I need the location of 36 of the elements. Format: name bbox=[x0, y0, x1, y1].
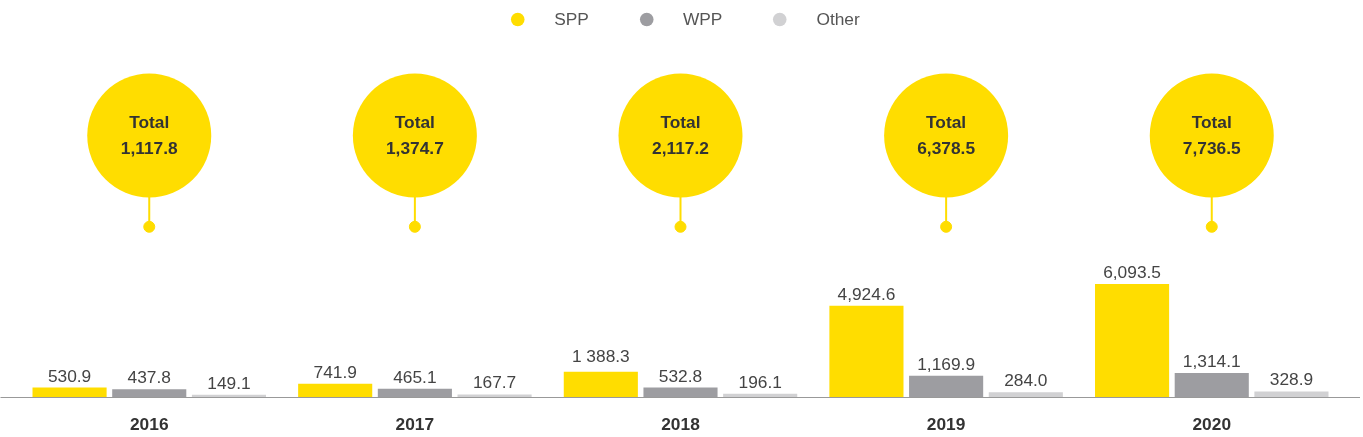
text: Total 7,736.5 bbox=[1182, 112, 1242, 159]
data-label: 1,169.9 bbox=[917, 353, 976, 374]
legend-label: WPP bbox=[682, 8, 723, 30]
bar bbox=[988, 392, 1063, 398]
bar bbox=[298, 383, 373, 398]
legend-label: Other bbox=[816, 8, 860, 30]
text: Total 1,374.7 bbox=[385, 112, 444, 159]
data-label: 328.9 bbox=[1269, 369, 1314, 390]
data-label: 149.1 bbox=[207, 372, 251, 393]
data-label: 284.0 bbox=[1004, 370, 1048, 391]
bar bbox=[1095, 284, 1170, 398]
data-label: 4,924.6 bbox=[837, 283, 896, 304]
data-label: 741.9 bbox=[313, 361, 357, 382]
bar bbox=[457, 394, 532, 398]
bar bbox=[1254, 391, 1329, 398]
x-tick-label: 2018 bbox=[661, 413, 701, 434]
bar bbox=[32, 387, 107, 398]
text: Total 2,117.2 bbox=[652, 112, 709, 159]
bar bbox=[563, 371, 638, 398]
text: Total 6,378.5 bbox=[917, 112, 976, 159]
x-tick-label: 2020 bbox=[1192, 413, 1232, 434]
x-tick-label: 2019 bbox=[926, 413, 966, 434]
text: Total 1,117.8 bbox=[120, 112, 179, 159]
data-label: 6,093.5 bbox=[1103, 262, 1161, 283]
data-label: 196.1 bbox=[738, 371, 782, 392]
x-tick-label: 2016 bbox=[129, 413, 169, 434]
data-label: 532.8 bbox=[658, 365, 703, 386]
data-label: 530.9 bbox=[47, 365, 92, 386]
data-label: 167.7 bbox=[472, 372, 517, 393]
data-label: 1 388.3 bbox=[571, 345, 630, 366]
bar bbox=[829, 305, 904, 398]
data-label: 437.8 bbox=[127, 367, 171, 388]
data-label: 465.1 bbox=[393, 366, 437, 387]
legend-label: SPP bbox=[554, 8, 589, 30]
x-tick-label: 2017 bbox=[395, 413, 435, 434]
data-label: 1,314.1 bbox=[1182, 351, 1241, 372]
